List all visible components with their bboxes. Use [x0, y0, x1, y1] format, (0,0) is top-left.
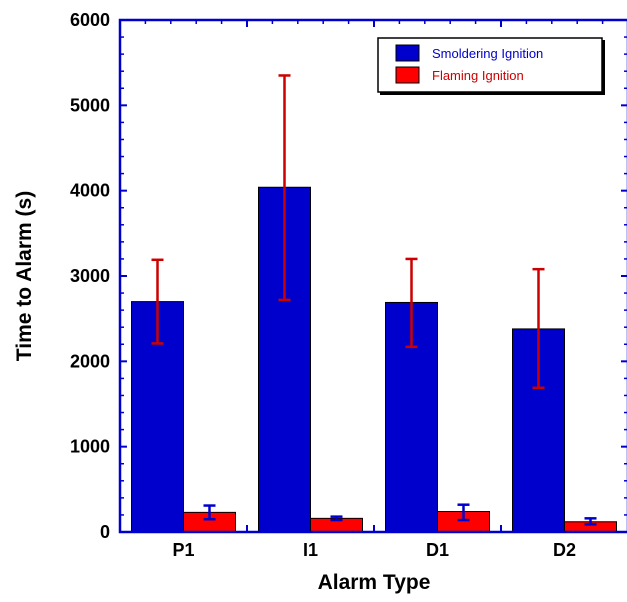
y-tick-label: 6000	[70, 10, 110, 30]
legend-box-shadow-bottom	[380, 92, 605, 95]
y-tick-label: 2000	[70, 351, 110, 371]
tick-labels: 0 1000 2000 3000 4000 5000 6000 P1 I1 D1 D2	[70, 10, 576, 560]
legend-swatch-flaming	[395, 66, 420, 84]
y-tick-label: 4000	[70, 181, 110, 201]
x-tick-label: D2	[553, 540, 576, 560]
x-tick-label: D1	[426, 540, 449, 560]
y-axis-title: Time to Alarm (s)	[13, 191, 36, 361]
y-tick-label: 5000	[70, 95, 110, 115]
y-tick-label: 3000	[70, 266, 110, 286]
y-tick-label: 0	[100, 522, 110, 542]
legend-box-shadow-right	[602, 40, 605, 94]
plot-frame	[118, 18, 627, 534]
x-axis-title: Alarm Type	[318, 571, 431, 594]
x-tick-label: P1	[172, 540, 194, 560]
error-bars	[151, 74, 597, 526]
legend-label-flaming: Flaming Ignition	[432, 68, 524, 83]
legend-swatch-smoldering	[395, 44, 420, 62]
bars	[131, 186, 617, 533]
x-tick-label: I1	[303, 540, 318, 560]
legend-label-smoldering: Smoldering Ignition	[432, 46, 543, 61]
legend: Smoldering Ignition Flaming Ignition	[377, 37, 605, 95]
y-tick-label: 1000	[70, 437, 110, 457]
